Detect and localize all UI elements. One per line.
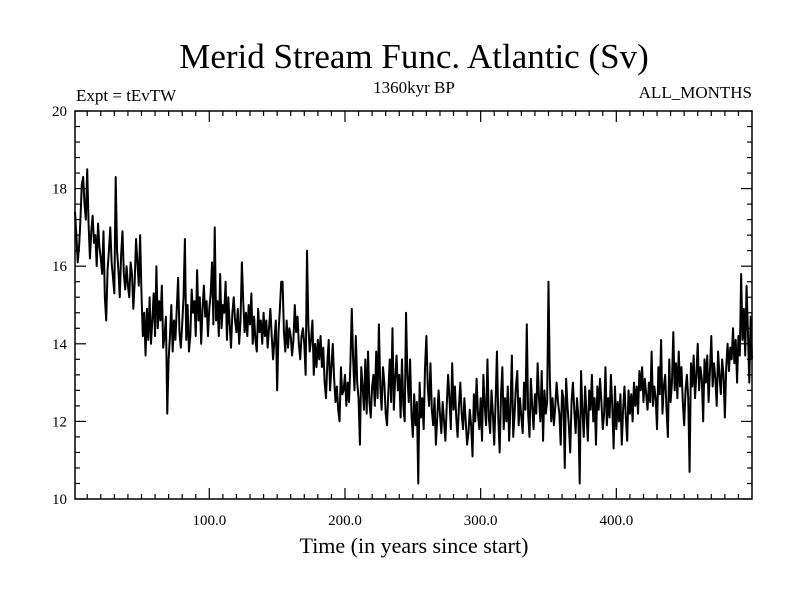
y-tick-label: 16 — [52, 259, 68, 275]
y-tick-label: 18 — [52, 182, 67, 198]
experiment-label: Expt = tEvTW — [76, 86, 177, 105]
months-label: ALL_MONTHS — [639, 83, 752, 102]
x-tick-label: 200.0 — [328, 513, 362, 529]
x-tick-label: 100.0 — [192, 513, 226, 529]
tick-labels: 100.0 200.0 300.0 400.0 10 12 14 16 18 20 — [52, 104, 633, 529]
axis-ticks — [75, 110, 752, 500]
y-tick-label: 20 — [52, 104, 67, 120]
x-axis-label: Time (in years since start) — [300, 533, 529, 558]
chart-title: Merid Stream Func. Atlantic (Sv) — [179, 37, 649, 76]
period-label: 1360kyr BP — [373, 78, 455, 97]
plot-frame — [74, 110, 753, 500]
y-tick-label: 10 — [52, 492, 67, 508]
y-tick-label: 14 — [52, 337, 68, 353]
x-tick-label: 400.0 — [599, 513, 633, 529]
series-line — [74, 168, 753, 485]
x-tick-label: 300.0 — [464, 513, 498, 529]
y-tick-label: 12 — [52, 414, 67, 430]
